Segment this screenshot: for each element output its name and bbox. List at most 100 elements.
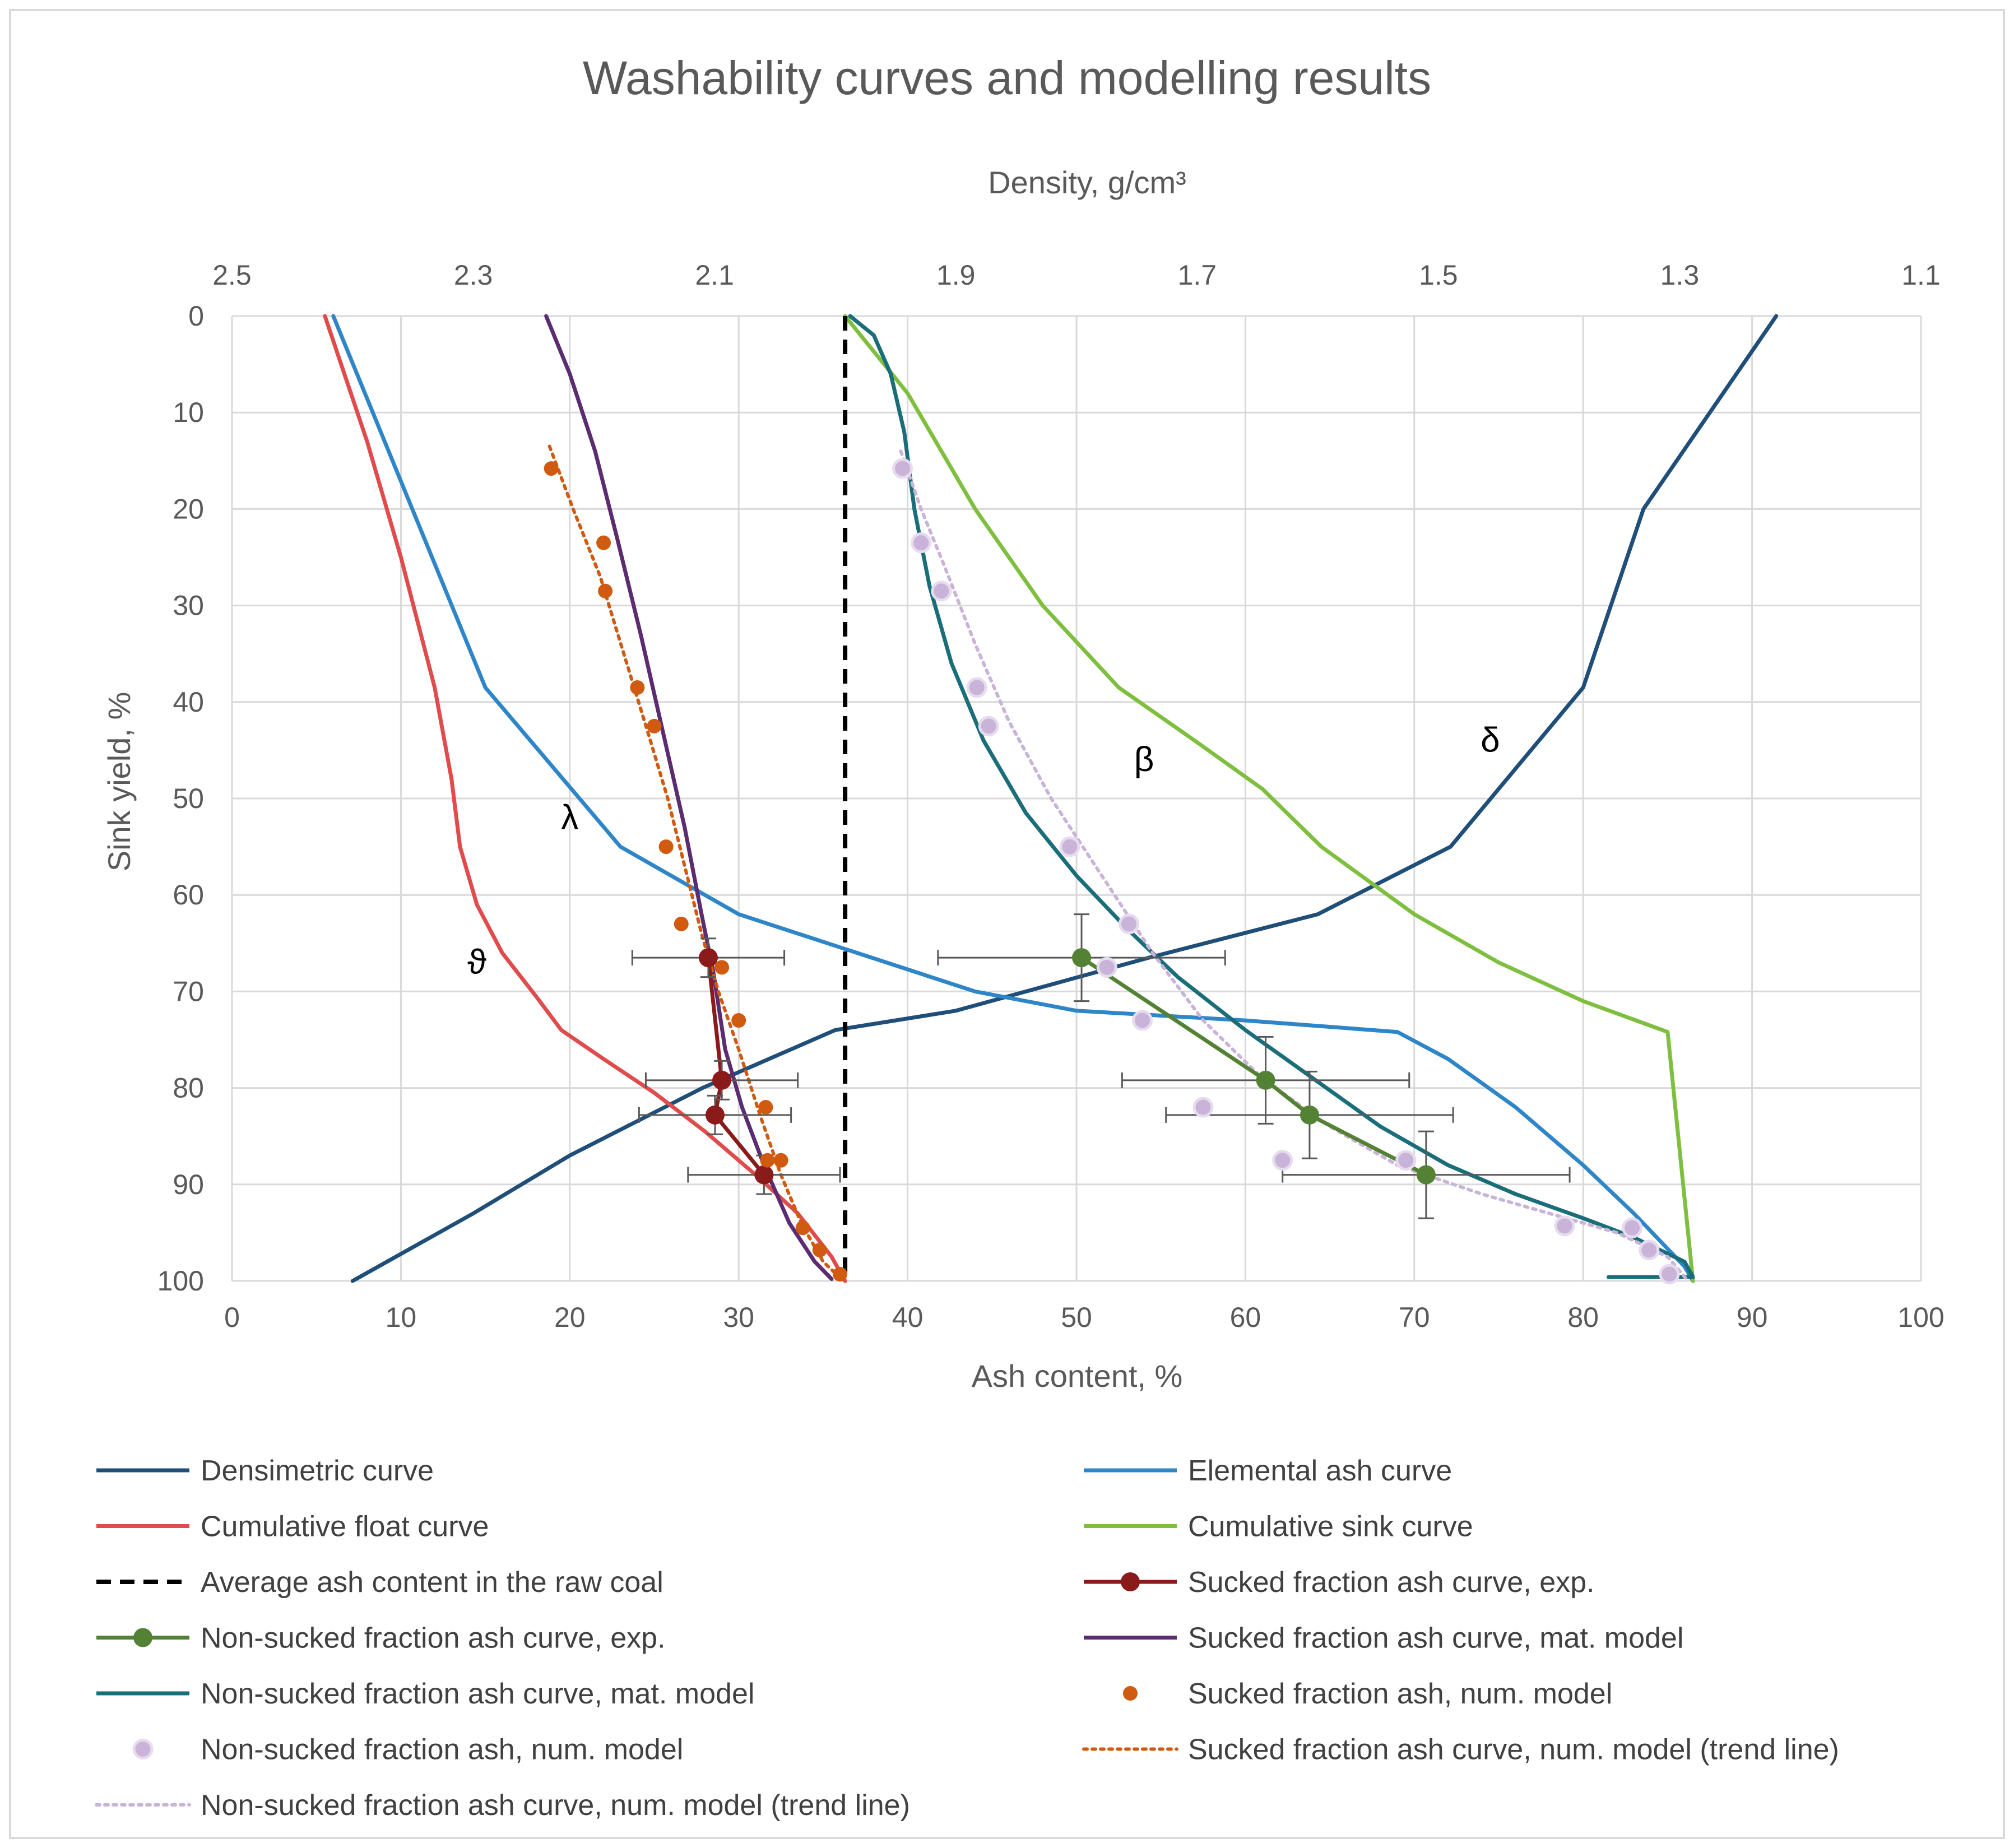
series-elemental-ash-curve bbox=[331, 314, 1695, 1283]
x-axis-title: Ash content, % bbox=[972, 1358, 1183, 1394]
data-point bbox=[630, 680, 645, 695]
series-layer bbox=[323, 314, 1779, 1285]
data-point bbox=[658, 839, 674, 855]
series-non-sucked-fraction-ash-num-model bbox=[892, 458, 1680, 1285]
legend-marker bbox=[1121, 1572, 1140, 1591]
series-sucked-fraction-ash-curve-num-model-trend-line bbox=[547, 444, 846, 1283]
data-point bbox=[812, 1242, 827, 1257]
legend-entry: Densimetric curve bbox=[96, 1455, 434, 1487]
legend-label: Cumulative float curve bbox=[201, 1511, 489, 1543]
top-tick-label: 1.3 bbox=[1660, 259, 1700, 291]
series-line bbox=[350, 314, 1779, 1283]
data-point bbox=[754, 1165, 774, 1185]
y-tick-label: 40 bbox=[173, 686, 204, 718]
top-tick-label: 1.1 bbox=[1901, 259, 1941, 291]
data-point bbox=[758, 1100, 773, 1115]
data-point bbox=[1072, 948, 1092, 968]
data-point bbox=[892, 458, 913, 479]
series-line bbox=[899, 449, 1690, 1283]
y-tick-label: 60 bbox=[173, 879, 204, 911]
legend-entry: Elemental ash curve bbox=[1084, 1455, 1452, 1487]
y-tick-label: 20 bbox=[173, 493, 204, 524]
chart-title: Washability curves and modelling results bbox=[583, 52, 1431, 104]
series-line bbox=[547, 444, 846, 1283]
y-tick-label: 80 bbox=[173, 1072, 204, 1104]
legend-entry: Non-sucked fraction ash curve, mat. mode… bbox=[96, 1678, 754, 1710]
data-point bbox=[795, 1220, 810, 1236]
y-tick-label: 30 bbox=[173, 590, 204, 621]
data-point bbox=[1132, 1010, 1153, 1031]
curve-label: λ bbox=[561, 798, 578, 837]
data-point bbox=[1059, 836, 1080, 857]
legend-label: Non-sucked fraction ash curve, exp. bbox=[201, 1622, 666, 1655]
data-point bbox=[1639, 1239, 1660, 1261]
legend-marker bbox=[133, 1628, 152, 1647]
legend-entry: Non-sucked fraction ash curve, num. mode… bbox=[95, 1789, 910, 1822]
top-tick-label: 1.7 bbox=[1178, 259, 1217, 291]
curve-label: δ bbox=[1481, 721, 1500, 760]
data-point bbox=[1118, 913, 1139, 935]
data-point bbox=[760, 1153, 775, 1168]
data-point bbox=[1554, 1215, 1575, 1237]
y-tick-label: 10 bbox=[173, 397, 204, 428]
data-point bbox=[647, 718, 662, 733]
top-axis-title: Density, g/cm³ bbox=[988, 165, 1186, 200]
x-tick-label: 30 bbox=[723, 1302, 754, 1333]
x-tick-label: 40 bbox=[892, 1302, 924, 1333]
data-point bbox=[966, 677, 987, 698]
legend-entry: Non-sucked fraction ash, num. model bbox=[132, 1734, 683, 1766]
top-tick-label: 2.5 bbox=[212, 259, 252, 291]
data-point bbox=[596, 535, 611, 550]
data-point bbox=[1256, 1070, 1275, 1090]
data-point bbox=[1622, 1217, 1643, 1238]
data-point bbox=[978, 716, 999, 737]
data-point bbox=[712, 1070, 732, 1090]
x-tick-label: 0 bbox=[224, 1302, 240, 1333]
curve-label: ϑ bbox=[467, 943, 486, 982]
data-point bbox=[698, 948, 718, 968]
top-tick-label: 1.5 bbox=[1419, 259, 1458, 291]
legend-entry: Sucked fraction ash curve, num. model (t… bbox=[1082, 1734, 1839, 1766]
series-line bbox=[1079, 955, 1428, 1177]
data-point bbox=[731, 1013, 746, 1028]
top-tick-label: 2.3 bbox=[454, 259, 493, 291]
ticks: 0 10 20 30 40 50 60 70 80 90 100 0 10 20 30 40 50 60 70 80 9… bbox=[157, 259, 1945, 1333]
data-point bbox=[773, 1153, 788, 1168]
x-tick-label: 60 bbox=[1230, 1302, 1261, 1333]
x-tick-label: 10 bbox=[386, 1302, 417, 1333]
series-non-sucked-fraction-ash-curve-exp bbox=[937, 913, 1571, 1219]
legend-entry: Sucked fraction ash curve, mat. model bbox=[1084, 1622, 1683, 1655]
top-tick-label: 2.1 bbox=[695, 259, 734, 291]
series-line bbox=[544, 314, 834, 1281]
series-line bbox=[706, 955, 766, 1177]
top-tick-label: 1.9 bbox=[936, 259, 976, 291]
legend-label: Densimetric curve bbox=[201, 1455, 434, 1487]
legend-entry: Non-sucked fraction ash curve, exp. bbox=[96, 1622, 666, 1655]
legend-label: Non-sucked fraction ash curve, mat. mode… bbox=[201, 1678, 754, 1710]
y-tick-label: 50 bbox=[173, 783, 204, 814]
y-tick-label: 70 bbox=[173, 976, 204, 1007]
data-point bbox=[1272, 1150, 1293, 1171]
legend-marker bbox=[1123, 1686, 1138, 1701]
legend-label: Sucked fraction ash, num. model bbox=[1188, 1678, 1612, 1710]
series-line bbox=[323, 314, 847, 1283]
x-tick-label: 20 bbox=[554, 1302, 586, 1333]
x-tick-label: 80 bbox=[1567, 1302, 1599, 1333]
chart-frame bbox=[9, 9, 2005, 1839]
legend-label: Non-sucked fraction ash, num. model bbox=[201, 1734, 683, 1766]
series-line bbox=[331, 314, 1695, 1283]
legend: Densimetric curve Elemental ash curve Cumu… bbox=[95, 1455, 1839, 1822]
series-sucked-fraction-ash-curve-mat-model bbox=[544, 314, 834, 1281]
x-tick-label: 90 bbox=[1737, 1302, 1768, 1333]
data-point bbox=[1416, 1165, 1436, 1185]
data-point bbox=[1096, 956, 1117, 978]
x-tick-label: 100 bbox=[1897, 1302, 1944, 1333]
legend-entry: Sucked fraction ash, num. model bbox=[1123, 1678, 1612, 1710]
series-cumulative-sink-curve bbox=[843, 314, 1695, 1283]
y-tick-label: 90 bbox=[173, 1169, 204, 1200]
x-tick-label: 50 bbox=[1061, 1302, 1092, 1333]
legend-label: Elemental ash curve bbox=[1188, 1455, 1452, 1487]
y-tick-label: 100 bbox=[157, 1265, 204, 1297]
data-point bbox=[1192, 1097, 1214, 1118]
